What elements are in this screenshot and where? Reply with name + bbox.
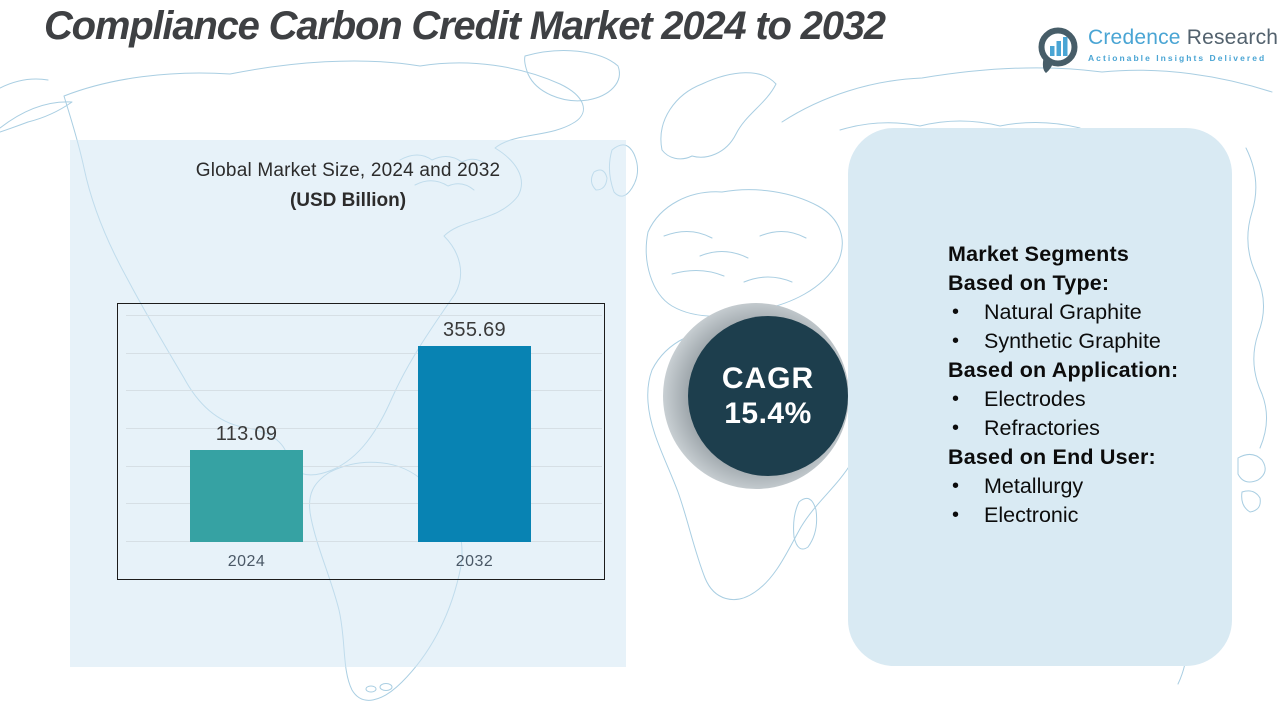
page-title: Compliance Carbon Credit Market 2024 to … <box>44 4 886 48</box>
bar-chart-frame: 113.09 2024 355.69 2032 <box>117 303 605 580</box>
bar-2032 <box>418 345 531 542</box>
bullet-icon: • <box>952 475 960 497</box>
gridline <box>126 541 602 542</box>
chart-title: Global Market Size, 2024 and 2032 <box>195 160 501 181</box>
segment-item-label: Natural Graphite <box>984 300 1142 324</box>
segment-header: Based on Type: <box>948 271 1110 295</box>
bar-value-label: 113.09 <box>215 423 278 446</box>
bullet-icon: • <box>952 330 960 352</box>
segment-header: Market Segments <box>948 242 1130 266</box>
segment-item-label: Electrodes <box>984 387 1086 411</box>
brand-logo: Credence Research Actionable Insights De… <box>1037 26 1278 74</box>
segment-item-label: Electronic <box>984 503 1079 527</box>
logo-bar-chart-bubble-icon <box>1038 27 1078 73</box>
brand-name-secondary: Research <box>1186 26 1279 49</box>
segments-list: Market Segments Based on Type: • Natural Gr… <box>948 240 1248 530</box>
segment-item: • Refractories <box>948 414 1248 443</box>
segment-item: • Natural Graphite <box>948 298 1248 327</box>
gridline <box>126 428 602 429</box>
bullet-icon: • <box>952 388 960 410</box>
cagr-label: CAGR <box>721 362 815 395</box>
segment-header: Based on End User: <box>948 445 1156 469</box>
segment-header: Based on Application: <box>948 358 1179 382</box>
segment-item-label: Metallurgy <box>984 474 1084 498</box>
logo-text: Credence Research Actionable Insights De… <box>1088 26 1278 63</box>
bullet-icon: • <box>952 504 960 526</box>
bar-chart-plot: 113.09 2024 355.69 2032 <box>118 304 604 579</box>
bullet-icon: • <box>952 301 960 323</box>
segment-item-label: Refractories <box>984 416 1100 440</box>
brand-tagline: Actionable Insights Delivered <box>1088 53 1267 63</box>
bar-2024 <box>190 450 303 542</box>
segment-item-label: Synthetic Graphite <box>984 329 1161 353</box>
gridline <box>126 503 602 505</box>
bullet-icon: • <box>952 417 960 439</box>
chart-title-block: Global Market Size, 2024 and 2032 (USD B… <box>70 160 626 212</box>
segment-item: • Electrodes <box>948 385 1248 414</box>
gridline <box>126 465 602 467</box>
cagr-value: 15.4% <box>724 397 812 430</box>
gridline <box>126 390 602 392</box>
bar-value-label: 355.69 <box>443 318 506 341</box>
segment-item: • Metallurgy <box>948 472 1248 501</box>
x-axis-tick-label: 2024 <box>227 553 266 570</box>
brand-name: Credence Research <box>1088 26 1278 50</box>
x-axis-tick-label: 2032 <box>455 553 494 570</box>
brand-name-primary: Credence <box>1088 26 1181 49</box>
cagr-badge: CAGR 15.4% <box>688 316 848 476</box>
chart-subtitle: (USD Billion) <box>289 190 407 211</box>
segment-item: • Electronic <box>948 501 1248 530</box>
gridline <box>126 352 602 354</box>
segments-panel <box>848 128 1232 666</box>
gridline <box>126 315 602 316</box>
segment-item: • Synthetic Graphite <box>948 327 1248 356</box>
